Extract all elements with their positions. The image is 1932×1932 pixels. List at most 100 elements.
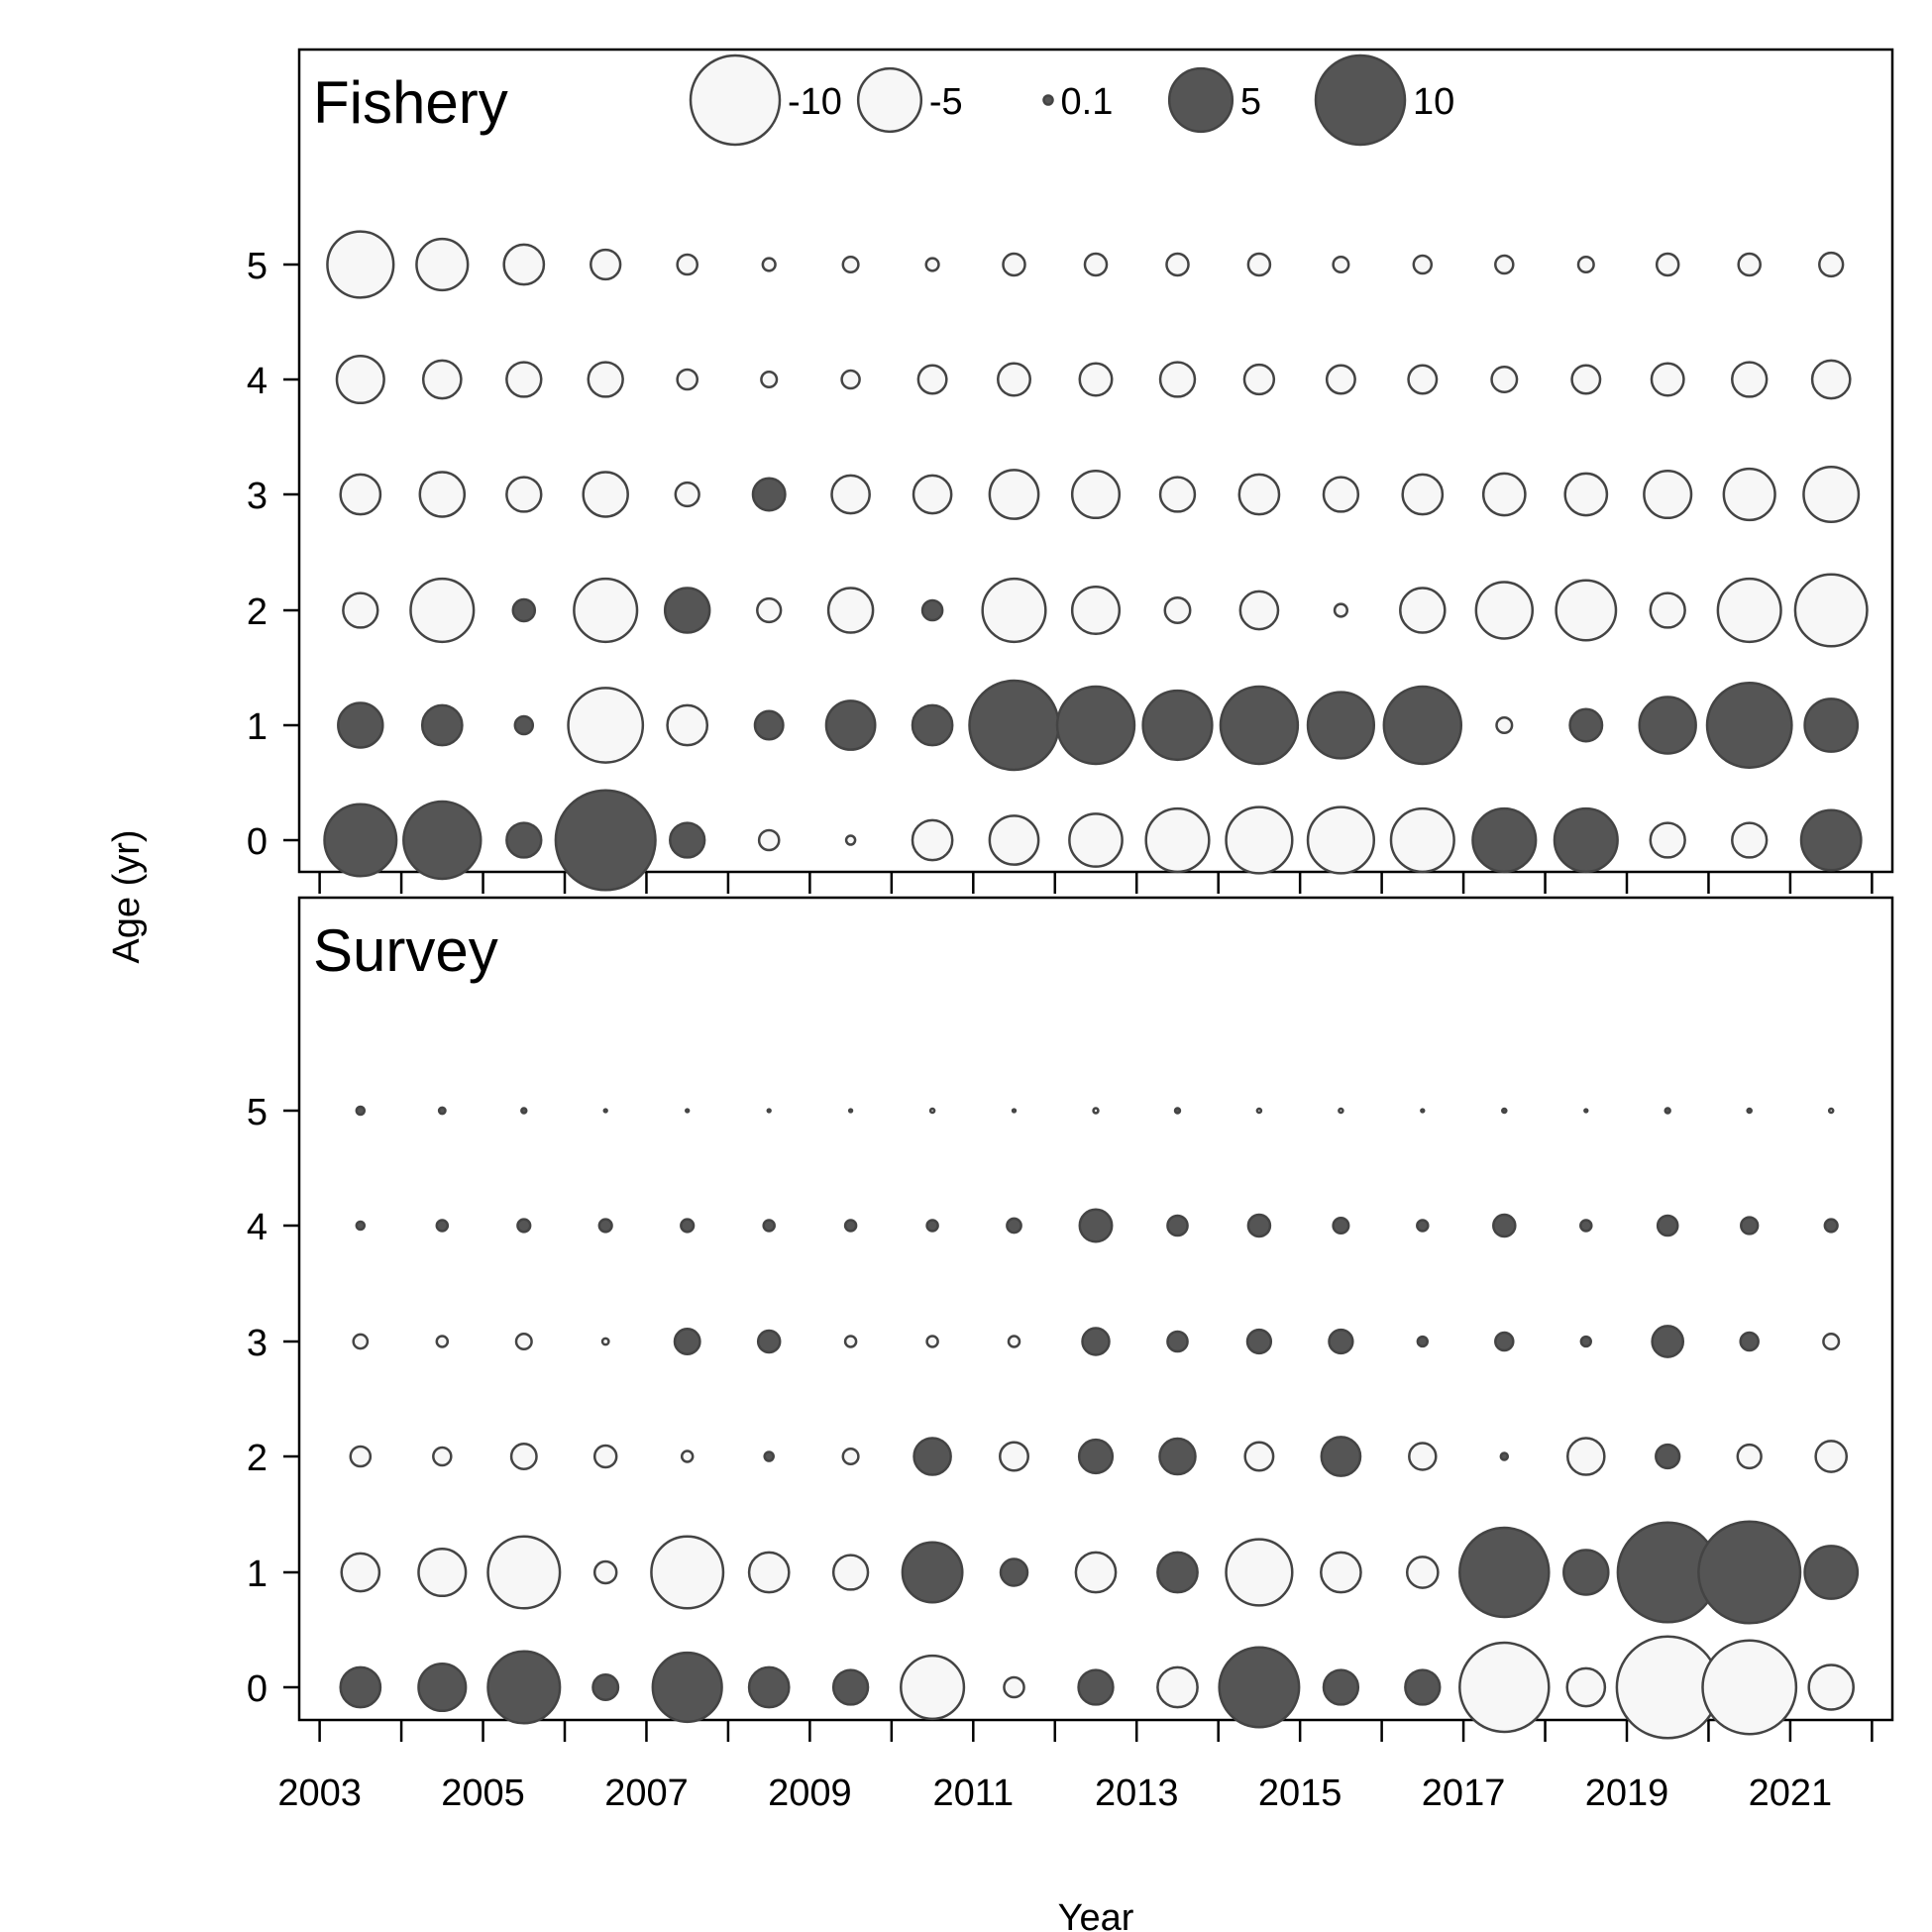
fishery-bubble (988, 814, 1040, 866)
survey-bubble (900, 1654, 966, 1721)
fishery-bubble (1325, 364, 1356, 395)
survey-bubble (680, 1218, 696, 1234)
fishery-bubble (1471, 806, 1538, 874)
survey-bubble (1420, 1108, 1426, 1114)
fishery-bubble (997, 362, 1031, 397)
survey-bubble (1255, 1107, 1263, 1115)
survey-bubble (1320, 1436, 1362, 1477)
survey-bubble (747, 1665, 791, 1709)
survey-bubble (1158, 1437, 1197, 1476)
x-tick-label: 2007 (604, 1772, 689, 1814)
survey-bubble (1416, 1335, 1429, 1348)
survey-y-tick-label: 1 (247, 1554, 268, 1595)
legend-label: 5 (1240, 81, 1261, 123)
survey-bubble (355, 1105, 367, 1117)
fishery-bubble (1490, 366, 1519, 393)
x-tick-label: 2009 (768, 1772, 852, 1814)
fishery-bubble (1494, 254, 1515, 275)
fishery-bubble (674, 481, 700, 508)
fishery-bubble (760, 370, 779, 389)
survey-bubble (1736, 1443, 1763, 1470)
survey-bubble (999, 1557, 1029, 1587)
survey-bubble (1807, 1664, 1855, 1711)
survey-bubbles (339, 1105, 1860, 1740)
fishery-bubble (511, 597, 537, 623)
survey-bubble (766, 1108, 772, 1114)
fishery-bubble (573, 577, 639, 644)
fishery-bubble (1705, 682, 1793, 769)
fishery-bubble (1163, 596, 1192, 624)
survey-bubble (1416, 1219, 1430, 1233)
fishery-bubble (1078, 362, 1114, 397)
survey-bubble (432, 1446, 453, 1467)
fishery-bubble (1737, 252, 1762, 277)
fishery-panel: Fishery 0 1 2 3 4 5 (247, 48, 1894, 892)
survey-bubble (514, 1332, 533, 1351)
legend-bubble (1042, 94, 1054, 106)
survey-bubble (685, 1108, 691, 1114)
fishery-bubble (1481, 472, 1527, 517)
survey-bubble (1007, 1335, 1021, 1348)
fishery-bubble (1389, 806, 1455, 874)
fishery-bubble (844, 834, 857, 846)
survey-bubble (1003, 1675, 1025, 1699)
survey-bubble (1173, 1107, 1182, 1115)
fishery-bubble (1306, 691, 1376, 760)
fishery-bubble (1731, 361, 1769, 398)
fishery-bubble (988, 469, 1040, 520)
fishery-bubble (326, 230, 395, 299)
survey-bubble (925, 1335, 939, 1348)
fishery-bubble (402, 800, 483, 881)
fishery-bubble (1650, 362, 1685, 397)
survey-bubble (520, 1107, 528, 1115)
survey-bubble (831, 1668, 870, 1706)
survey-bubble (597, 1218, 613, 1234)
fishery-panel-title: Fishery (313, 69, 508, 136)
survey-bubble (1225, 1538, 1294, 1607)
survey-bubble (680, 1449, 695, 1463)
fishery-bubble (1802, 466, 1861, 523)
fishery-bubble (663, 587, 711, 634)
fishery-bubble (1716, 577, 1782, 644)
fishery-bubble (513, 714, 535, 736)
fishery-bubble (1643, 469, 1693, 520)
fishery-bubble (911, 703, 954, 747)
survey-bubble (1458, 1526, 1551, 1619)
fishery-bubble (582, 471, 629, 518)
fishery-bubble (505, 821, 543, 859)
x-axis-label: Year (1058, 1897, 1134, 1932)
survey-bubble (352, 1333, 370, 1350)
survey-bubble (1579, 1335, 1592, 1348)
legend-bubble (856, 66, 923, 134)
fishery-bubble (1144, 806, 1211, 874)
survey-bubble (763, 1450, 775, 1462)
survey-bubble (1562, 1549, 1610, 1596)
fishery-bubble (1083, 252, 1109, 277)
fishery-bubble (756, 596, 783, 624)
fishery-y-tick-label: 2 (247, 591, 268, 633)
x-tick-label: 2003 (277, 1772, 362, 1814)
fishery-bubble (1553, 806, 1619, 874)
survey-bubble (339, 1665, 382, 1709)
survey-bubble (928, 1107, 936, 1115)
fishery-bubble (420, 703, 464, 747)
survey-bubble (1655, 1443, 1681, 1470)
legend-bubble (1314, 54, 1407, 147)
fishery-bubble (418, 471, 467, 518)
survey-bubble (1494, 1331, 1515, 1352)
fishery-bubble (968, 679, 1060, 772)
fishery-bubble (1306, 805, 1376, 875)
fishery-bubble (826, 587, 875, 634)
fishery-bubble (1803, 698, 1860, 753)
fishery-bubble (1555, 579, 1618, 642)
survey-bubble (847, 1108, 854, 1114)
fishery-bubble (339, 473, 382, 516)
fishery-bubble (409, 577, 476, 644)
survey-bubble (417, 1547, 468, 1598)
survey-bubble (673, 1328, 701, 1355)
survey-bubble (1328, 1328, 1354, 1355)
fishery-bubble (981, 577, 1047, 644)
survey-bubble (1077, 1668, 1115, 1706)
fishery-bubble (830, 474, 871, 515)
fishery-bubble (1399, 587, 1447, 634)
